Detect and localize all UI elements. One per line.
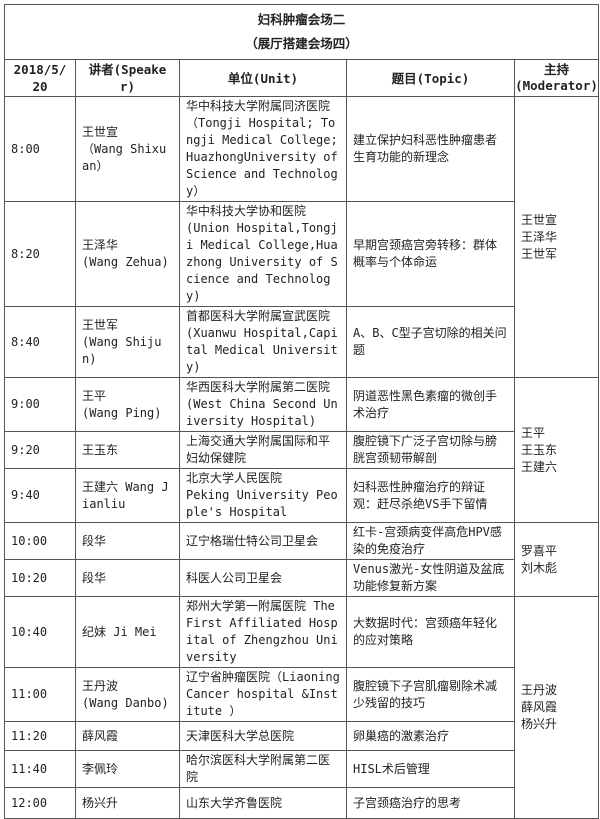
cell-speaker: 王世军 (Wang Shijun) [75,306,180,378]
table-row: 9:20 王玉东 上海交通大学附属国际和平妇幼保健院 腹腔镜下广泛子宫切除与膀胱宫颈韧… [4,431,599,469]
cell-topic: 子宫颈癌治疗的思考 [346,787,515,819]
cell-topic: 腹腔镜下广泛子宫切除与膀胱宫颈韧带解剖 [346,431,515,469]
cell-topic: 妇科恶性肿瘤治疗的辩证观：赶尽杀绝VS手下留情 [346,468,515,523]
cell-moderators: 王平 王玉东 王建六 [514,377,599,523]
cell-speaker: 王丹波 (Wang Danbo) [75,667,180,722]
cell-topic: 大数据时代：宫颈癌年轻化的应对策略 [346,596,515,668]
cell-unit: 华西医科大学附属第二医院 (West China Second Universi… [179,377,347,432]
header-moderator-cn: 主持 [543,62,569,77]
schedule-table: 妇科肿瘤会场二 （展厅搭建会场四） 2018/5/20 讲者(Speaker) 单… [4,4,599,819]
cell-speaker: 段华 [75,522,180,560]
header-unit: 单位(Unit) [179,59,347,97]
header-topic: 题目(Topic) [346,59,515,97]
table-row: 11:20 薛风霞 天津医科大学总医院 卵巢癌的激素治疗 [4,721,599,751]
cell-speaker: 段华 [75,559,180,597]
cell-time: 8:00 [4,96,76,202]
cell-time: 9:40 [4,468,76,523]
cell-time: 11:20 [4,721,76,751]
cell-topic: 腹腔镜下子宫肌瘤剔除术减少残留的技巧 [346,667,515,722]
cell-unit: 辽宁省肿瘤医院（Liaoning Cancer hospital &Instit… [179,667,347,722]
cell-speaker: 王建六 Wang Jianliu [75,468,180,523]
cell-time: 10:00 [4,522,76,560]
cell-topic: 阴道恶性黑色素瘤的微创手术治疗 [346,377,515,432]
cell-unit: 郑州大学第一附属医院 The First Affiliated Hospital… [179,596,347,668]
table-row: 11:00 王丹波 (Wang Danbo) 辽宁省肿瘤医院（Liaoning Ca… [4,667,599,722]
cell-speaker: 王平 (Wang Ping) [75,377,180,432]
cell-speaker: 王泽华 (Wang Zehua) [75,201,180,307]
cell-topic: 早期宫颈癌宫旁转移：群体概率与个体命运 [346,201,515,307]
header-moderator: 主持 (Moderator) [514,59,599,97]
cell-moderators: 王世宣 王泽华 王世军 [514,96,599,378]
cell-unit: 首都医科大学附属宣武医院 (Xuanwu Hospital,Capital Me… [179,306,347,378]
cell-unit: 华中科技大学附属同济医院（Tongji Hospital; Tongji Med… [179,96,347,202]
cell-time: 9:00 [4,377,76,432]
cell-unit: 上海交通大学附属国际和平妇幼保健院 [179,431,347,469]
session-title: 妇科肿瘤会场二 （展厅搭建会场四） [4,4,599,60]
table-row: 9:00 王平 (Wang Ping) 华西医科大学附属第二医院 (West Chi… [4,377,599,523]
title-line1: 妇科肿瘤会场二 [257,12,346,27]
title-line2: （展厅搭建会场四） [245,36,358,51]
cell-time: 10:40 [4,596,76,668]
table-row: 8:00 王世宣 （Wang Shixuan） 华中科技大学附属同济医院（Tongj… [4,96,599,378]
cell-unit: 科医人公司卫星会 [179,559,347,597]
cell-unit: 山东大学齐鲁医院 [179,787,347,819]
cell-topic: A、B、C型子宫切除的相关问题 [346,306,515,378]
cell-speaker: 李佩玲 [75,750,180,788]
cell-speaker: 杨兴升 [75,787,180,819]
table-row: 11:40 李佩玲 哈尔滨医科大学附属第二医院 HISL术后管理 [4,750,599,788]
cell-time: 8:40 [4,306,76,378]
cell-unit: 天津医科大学总医院 [179,721,347,751]
table-row: 12:00 杨兴升 山东大学齐鲁医院 子宫颈癌治疗的思考 [4,787,599,819]
cell-topic: HISL术后管理 [346,750,515,788]
header-moderator-en: (Moderator) [515,78,598,93]
cell-topic: 建立保护妇科恶性肿瘤患者生育功能的新理念 [346,96,515,202]
cell-speaker: 王世宣 （Wang Shixuan） [75,96,180,202]
cell-speaker: 薛风霞 [75,721,180,751]
cell-topic: 卵巢癌的激素治疗 [346,721,515,751]
cell-moderators: 王丹波 薛风霞 杨兴升 [514,596,599,819]
cell-time: 11:40 [4,750,76,788]
header-row: 2018/5/20 讲者(Speaker) 单位(Unit) 题目(Topic)… [4,59,599,97]
header-speaker: 讲者(Speaker) [75,59,180,97]
cell-time: 10:20 [4,559,76,597]
cell-time: 9:20 [4,431,76,469]
cell-unit: 北京大学人民医院 Peking University People's Hosp… [179,468,347,523]
cell-unit: 辽宁格瑞仕特公司卫星会 [179,522,347,560]
cell-topic: Venus激光-女性阴道及盆底功能修复新方案 [346,559,515,597]
header-date: 2018/5/20 [4,59,76,97]
cell-unit: 哈尔滨医科大学附属第二医院 [179,750,347,788]
cell-time: 12:00 [4,787,76,819]
table-row: 9:40 王建六 Wang Jianliu 北京大学人民医院 Peking Univ… [4,468,599,523]
table-row: 8:40 王世军 (Wang Shijun) 首都医科大学附属宣武医院 (Xuanw… [4,306,599,378]
table-row: 10:00 段华 辽宁格瑞仕特公司卫星会 红卡-宫颈病变伴高危HPV感染的免疫治疗 罗喜… [4,522,599,597]
table-row: 8:20 王泽华 (Wang Zehua) 华中科技大学协和医院 (Union Ho… [4,201,599,307]
cell-time: 11:00 [4,667,76,722]
cell-topic: 红卡-宫颈病变伴高危HPV感染的免疫治疗 [346,522,515,560]
table-row: 10:20 段华 科医人公司卫星会 Venus激光-女性阴道及盆底功能修复新方案 [4,559,599,597]
cell-speaker: 纪妹 Ji Mei [75,596,180,668]
table-row: 10:40 纪妹 Ji Mei 郑州大学第一附属医院 The First Affil… [4,596,599,819]
cell-time: 8:20 [4,201,76,307]
cell-unit: 华中科技大学协和医院 (Union Hospital,Tongji Medica… [179,201,347,307]
cell-speaker: 王玉东 [75,431,180,469]
cell-moderators: 罗喜平 刘木彪 [514,522,599,597]
